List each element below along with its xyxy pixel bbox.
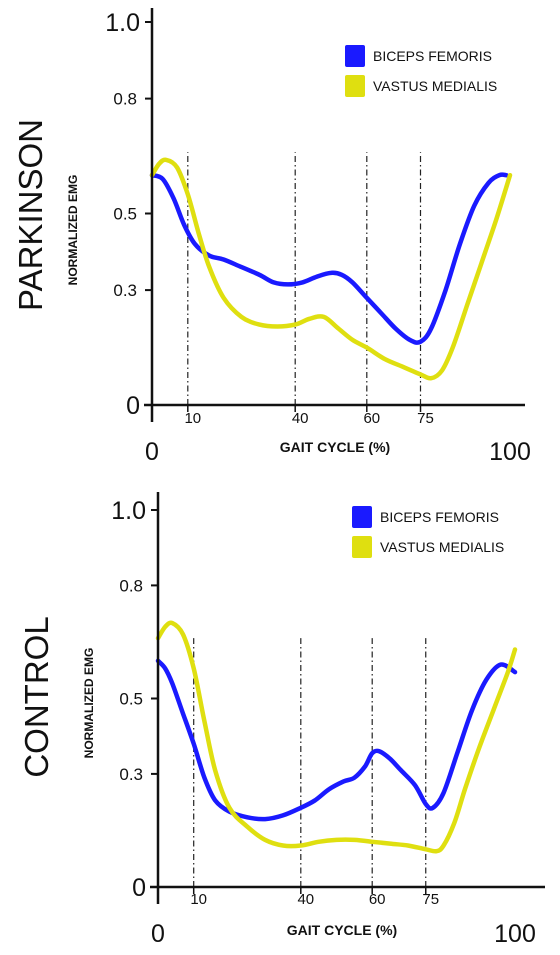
x-tick-label: 40 [297,891,314,908]
x-tick-label: 10 [184,410,201,427]
y-tick-label: 1.0 [111,497,146,525]
legend-swatch [345,75,365,97]
legend-label: VASTUS MEDIALIS [380,539,504,555]
y-tick-label: 0.3 [113,281,137,300]
legend: BICEPS FEMORIS VASTUS MEDIALIS [352,506,504,558]
legend-label: VASTUS MEDIALIS [373,78,497,94]
x-tick-label: 75 [417,410,434,427]
panel-title: CONTROL [18,616,55,777]
series-line-vastus-medialis [149,157,513,381]
chart-panel-control: CONTROL NORMALIZED EMG 0 0.3 0.5 0.8 1.0 0 100 10… [18,492,545,948]
x-tick-label: 0 [151,920,165,948]
y-tick-label: 1.0 [105,9,140,37]
legend-swatch [352,536,372,558]
x-tick-label: 75 [422,891,439,908]
y-tick-label: 0.5 [113,205,137,224]
legend-label: BICEPS FEMORIS [380,509,499,525]
x-tick-label: 100 [494,920,536,948]
legend-swatch [352,506,372,528]
y-tick-label: 0.8 [113,90,137,109]
y-tick-label: 0.5 [119,690,143,709]
x-axis-label: GAIT CYCLE (%) [280,439,390,455]
x-tick-label: 60 [369,891,386,908]
x-tick-label: 60 [363,410,380,427]
panel-title: PARKINSON [12,119,49,311]
x-tick-label: 0 [145,438,159,466]
legend: BICEPS FEMORIS VASTUS MEDIALIS [345,45,497,97]
x-axis-label: GAIT CYCLE (%) [287,922,397,938]
legend-label: BICEPS FEMORIS [373,48,492,64]
legend-swatch [345,45,365,67]
x-tick-label: 40 [292,410,309,427]
y-tick-label: 0.3 [119,765,143,784]
series-line-biceps-femoris [155,658,518,822]
y-tick-label: 0 [132,874,146,902]
y-axis-label: NORMALIZED EMG [82,648,96,759]
y-tick-label: 0 [126,392,140,420]
x-tick-label: 10 [190,891,207,908]
chart-panel-parkinson: PARKINSON NORMALIZED EMG 0 0.3 0.5 0.8 1.0 0 100… [12,8,531,466]
series-line-vastus-medialis [155,620,518,854]
y-axis-label: NORMALIZED EMG [66,175,80,286]
x-tick-label: 100 [489,438,531,466]
y-tick-label: 0.8 [119,576,143,595]
